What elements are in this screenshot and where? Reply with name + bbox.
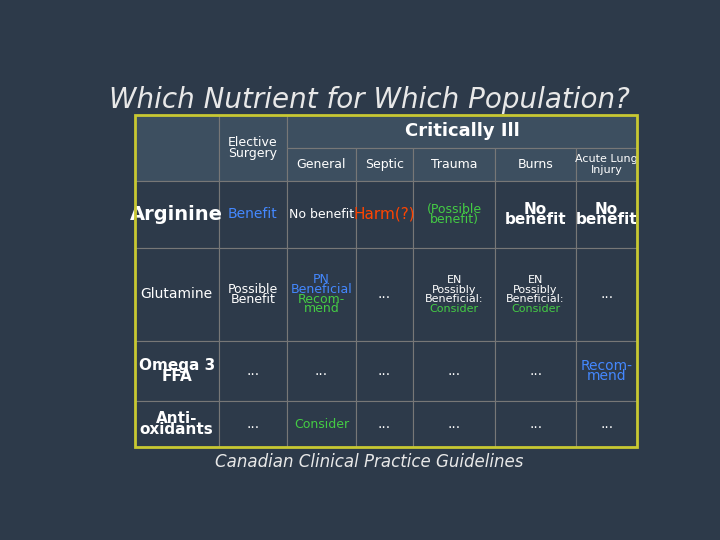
Bar xyxy=(577,341,636,401)
Text: ...: ... xyxy=(600,287,613,301)
Bar xyxy=(577,181,636,248)
Text: Harm(?): Harm(?) xyxy=(354,207,415,222)
Bar xyxy=(413,401,495,447)
Bar xyxy=(135,341,219,401)
Text: Consider: Consider xyxy=(430,303,479,314)
Bar xyxy=(219,114,287,181)
Text: Trauma: Trauma xyxy=(431,158,477,171)
Text: Possible: Possible xyxy=(228,283,278,296)
Text: ...: ... xyxy=(448,364,461,378)
Bar xyxy=(356,181,413,248)
Text: Recom-: Recom- xyxy=(297,293,345,306)
Text: Arginine: Arginine xyxy=(130,205,223,224)
Bar xyxy=(495,148,577,181)
Text: Acute Lung: Acute Lung xyxy=(575,154,638,164)
Bar xyxy=(495,401,577,447)
Bar xyxy=(495,341,577,401)
Text: Consider: Consider xyxy=(511,303,560,314)
Text: ...: ... xyxy=(378,287,391,301)
Bar xyxy=(135,401,219,447)
Text: ...: ... xyxy=(529,364,542,378)
Bar xyxy=(287,181,356,248)
Bar xyxy=(356,341,413,401)
Bar xyxy=(135,181,219,248)
Text: Which Nutrient for Which Population?: Which Nutrient for Which Population? xyxy=(109,85,629,113)
Bar xyxy=(577,248,636,341)
Text: ...: ... xyxy=(246,417,259,431)
Bar xyxy=(577,401,636,447)
Text: ...: ... xyxy=(246,364,259,378)
Text: Beneficial:: Beneficial: xyxy=(425,294,483,304)
Text: Consider: Consider xyxy=(294,417,349,430)
Text: FFA: FFA xyxy=(161,369,192,384)
Bar xyxy=(135,248,219,341)
Text: mend: mend xyxy=(303,302,339,315)
Bar xyxy=(287,401,356,447)
Bar xyxy=(135,114,636,447)
Bar xyxy=(356,401,413,447)
Text: ...: ... xyxy=(529,417,542,431)
Bar xyxy=(287,114,636,148)
Text: Injury: Injury xyxy=(590,165,623,175)
Text: Beneficial: Beneficial xyxy=(290,283,352,296)
Text: ...: ... xyxy=(378,417,391,431)
Text: Burns: Burns xyxy=(518,158,554,171)
Text: ...: ... xyxy=(315,364,328,378)
Text: Possibly: Possibly xyxy=(513,285,558,294)
Bar xyxy=(219,401,287,447)
Bar xyxy=(356,248,413,341)
Bar xyxy=(413,341,495,401)
Bar xyxy=(495,181,577,248)
Bar xyxy=(287,148,356,181)
Text: benefit: benefit xyxy=(505,212,567,227)
Text: Canadian Clinical Practice Guidelines: Canadian Clinical Practice Guidelines xyxy=(215,454,523,471)
Text: Septic: Septic xyxy=(365,158,404,171)
Text: No: No xyxy=(595,202,618,217)
Text: ...: ... xyxy=(448,417,461,431)
Text: mend: mend xyxy=(587,369,626,383)
Bar xyxy=(135,114,219,181)
Text: Anti-: Anti- xyxy=(156,411,197,426)
Text: No benefit: No benefit xyxy=(289,208,354,221)
Bar xyxy=(413,148,495,181)
Text: EN: EN xyxy=(528,275,544,285)
Bar xyxy=(356,148,413,181)
Text: ...: ... xyxy=(600,417,613,431)
Text: Surgery: Surgery xyxy=(228,147,277,160)
Text: oxidants: oxidants xyxy=(140,422,214,437)
Bar xyxy=(219,341,287,401)
Text: Recom-: Recom- xyxy=(580,359,633,373)
Bar xyxy=(413,248,495,341)
Text: benefit: benefit xyxy=(576,212,637,227)
Bar xyxy=(495,248,577,341)
Text: Possibly: Possibly xyxy=(432,285,477,294)
Text: No: No xyxy=(524,202,547,217)
Text: (Possible: (Possible xyxy=(426,203,482,216)
Bar xyxy=(287,248,356,341)
Text: Beneficial:: Beneficial: xyxy=(506,294,565,304)
Text: Benefit: Benefit xyxy=(228,207,278,221)
Text: Elective: Elective xyxy=(228,136,278,148)
Text: EN: EN xyxy=(446,275,462,285)
Text: benefit): benefit) xyxy=(430,213,479,226)
Bar xyxy=(219,248,287,341)
Text: PN: PN xyxy=(313,273,330,287)
Bar xyxy=(287,341,356,401)
Text: Benefit: Benefit xyxy=(230,293,275,306)
Text: General: General xyxy=(297,158,346,171)
Bar xyxy=(413,181,495,248)
Bar xyxy=(219,181,287,248)
Text: Omega 3: Omega 3 xyxy=(138,358,215,373)
Text: Critically Ill: Critically Ill xyxy=(405,123,519,140)
Text: ...: ... xyxy=(378,364,391,378)
Bar xyxy=(577,148,636,181)
Text: Glutamine: Glutamine xyxy=(140,287,213,301)
